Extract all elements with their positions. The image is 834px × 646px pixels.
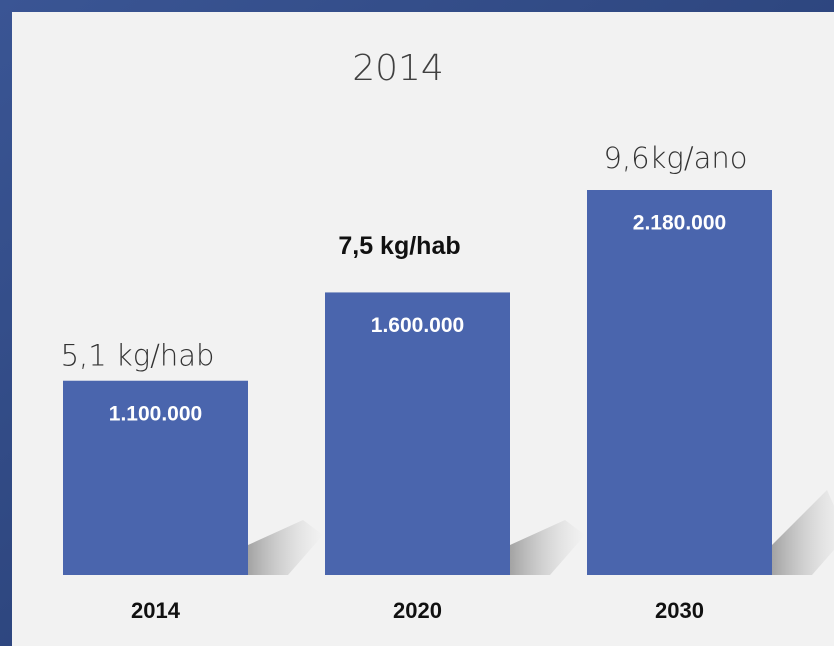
bar-shadow <box>248 520 323 575</box>
annotation: 7,5 kg/hab <box>338 232 460 260</box>
bar <box>63 380 248 575</box>
chart-title: 2014 <box>352 48 444 89</box>
annotation: 9,6kg/ano <box>604 141 748 175</box>
annotation: 5,1 kg/hab <box>61 339 215 373</box>
bar <box>325 292 510 575</box>
x-tick-label: 2014 <box>131 598 181 623</box>
bar-shadow <box>510 520 585 575</box>
x-tick-label: 2030 <box>655 598 704 623</box>
bar <box>587 190 772 575</box>
value-label: 1.100.000 <box>109 402 202 425</box>
value-label: 1.600.000 <box>371 314 464 337</box>
value-label: 2.180.000 <box>633 212 726 235</box>
bar-shadow <box>772 490 834 575</box>
x-tick-label: 2020 <box>393 598 442 623</box>
